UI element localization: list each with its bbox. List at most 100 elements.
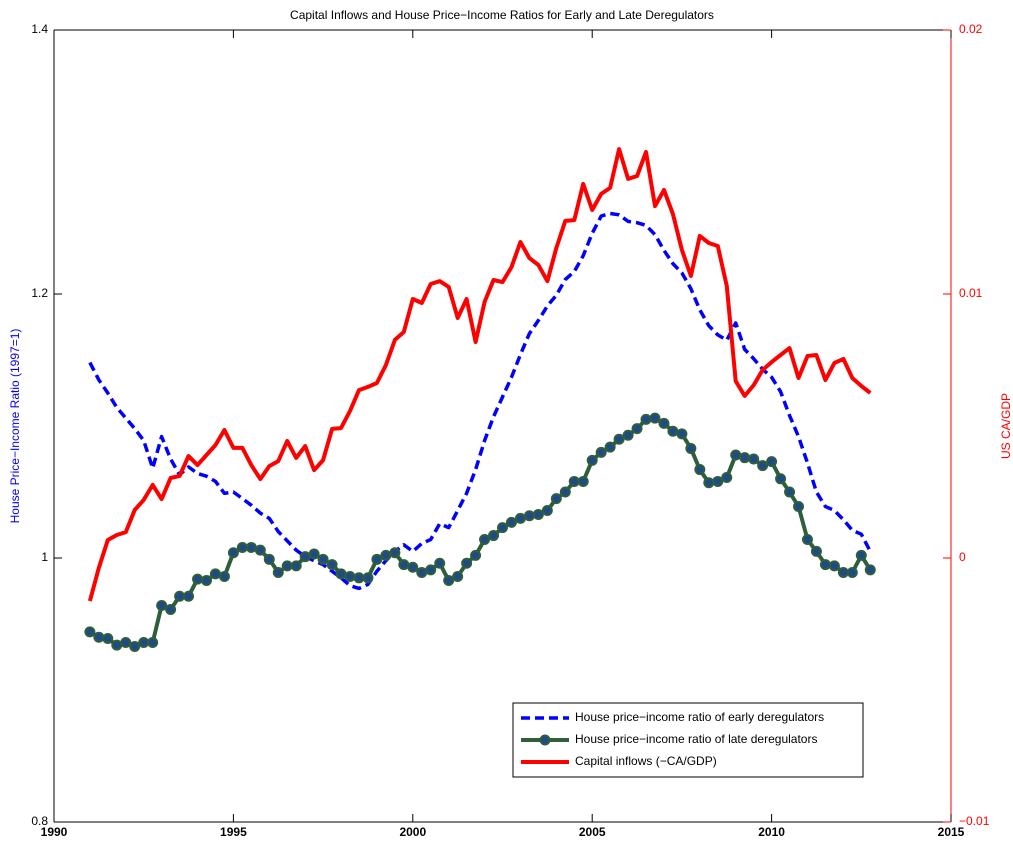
y2-tick-label: 0.02 <box>959 22 983 36</box>
data-point <box>676 428 688 440</box>
line-series <box>88 211 872 591</box>
data-point <box>757 460 769 472</box>
y-tick-label: 0.8 <box>31 814 48 828</box>
data-point <box>577 475 589 487</box>
data-point <box>174 590 186 602</box>
data-point <box>622 429 634 441</box>
data-point <box>497 522 508 534</box>
data-point <box>461 557 473 569</box>
data-point <box>156 600 168 612</box>
data-point <box>138 636 150 648</box>
chart-title: Capital Inflows and House Price−Income R… <box>290 8 714 22</box>
y2-tick-label: −0.01 <box>959 814 990 828</box>
data-point <box>353 572 365 584</box>
data-point <box>775 473 787 485</box>
data-point <box>209 568 221 580</box>
data-point <box>712 475 724 487</box>
data-point <box>640 413 652 425</box>
data-point <box>532 508 544 520</box>
data-point <box>111 639 123 651</box>
data-point <box>514 512 526 524</box>
data-point <box>236 541 248 553</box>
data-point <box>183 590 195 602</box>
data-point <box>595 446 607 458</box>
data-point <box>479 534 491 546</box>
data-point <box>855 549 867 561</box>
data-point <box>649 412 661 424</box>
data-point <box>218 570 230 582</box>
data-point <box>93 631 105 643</box>
data-point <box>810 545 822 557</box>
data-point <box>488 530 500 542</box>
line-series <box>87 147 872 602</box>
data-point <box>766 456 778 468</box>
data-point <box>416 567 428 579</box>
y-tick-label: 1 <box>41 550 48 564</box>
data-point <box>317 553 329 565</box>
data-point <box>362 572 374 584</box>
data-point <box>667 425 679 437</box>
data-point <box>200 574 212 586</box>
y2-tick-label: 0.01 <box>959 286 983 300</box>
data-point <box>102 633 114 645</box>
data-point <box>389 547 401 559</box>
data-point <box>434 557 446 569</box>
data-point <box>272 567 284 579</box>
data-point <box>326 559 338 571</box>
data-point <box>721 471 733 483</box>
data-point <box>748 453 760 465</box>
data-point <box>452 570 464 582</box>
data-point <box>344 570 356 582</box>
data-point <box>335 568 347 580</box>
data-point <box>407 561 419 573</box>
data-point <box>380 549 392 561</box>
data-point <box>281 560 293 572</box>
x-tick-label: 2000 <box>399 825 426 839</box>
data-point <box>505 516 517 528</box>
legend-label: House price−income ratio of late deregul… <box>575 732 817 746</box>
y-tick-label: 1.4 <box>31 22 48 36</box>
data-point <box>443 574 455 586</box>
data-point <box>864 564 876 576</box>
data-point <box>120 636 132 648</box>
data-point <box>793 501 805 513</box>
x-tick-label: 1995 <box>220 825 247 839</box>
legend-marker <box>539 734 551 746</box>
y-tick-label: 1.2 <box>31 286 48 300</box>
data-point <box>568 475 580 487</box>
data-point <box>227 547 239 559</box>
y-axis-label: House Price−Income Ratio (1997=1) <box>8 329 22 524</box>
data-point <box>739 452 751 464</box>
data-point <box>371 553 383 565</box>
data-point <box>586 454 598 466</box>
data-point <box>165 603 177 615</box>
data-point <box>631 423 643 435</box>
data-point <box>801 534 813 546</box>
data-point <box>254 544 266 556</box>
x-tick-label: 2005 <box>579 825 606 839</box>
data-point <box>147 636 159 648</box>
data-point <box>470 549 482 561</box>
data-point <box>84 626 96 638</box>
data-point <box>658 417 670 429</box>
data-point <box>604 441 616 453</box>
data-point <box>784 486 796 498</box>
legend-label: House price−income ratio of early deregu… <box>575 710 824 724</box>
data-point <box>703 477 715 489</box>
y2-tick-label: 0 <box>959 550 966 564</box>
data-point <box>819 559 831 571</box>
data-point <box>730 449 742 461</box>
data-point <box>828 560 840 572</box>
data-point <box>613 433 625 445</box>
legend-box <box>512 702 864 778</box>
data-point <box>192 573 204 585</box>
x-tick-label: 2015 <box>938 825 965 839</box>
data-point <box>129 640 141 652</box>
legend-label: Capital inflows (−CA/GDP) <box>575 754 717 768</box>
data-point <box>541 504 553 516</box>
data-point <box>694 464 706 476</box>
data-point <box>398 559 410 571</box>
x-tick-label: 1990 <box>41 825 68 839</box>
data-point <box>846 567 858 579</box>
